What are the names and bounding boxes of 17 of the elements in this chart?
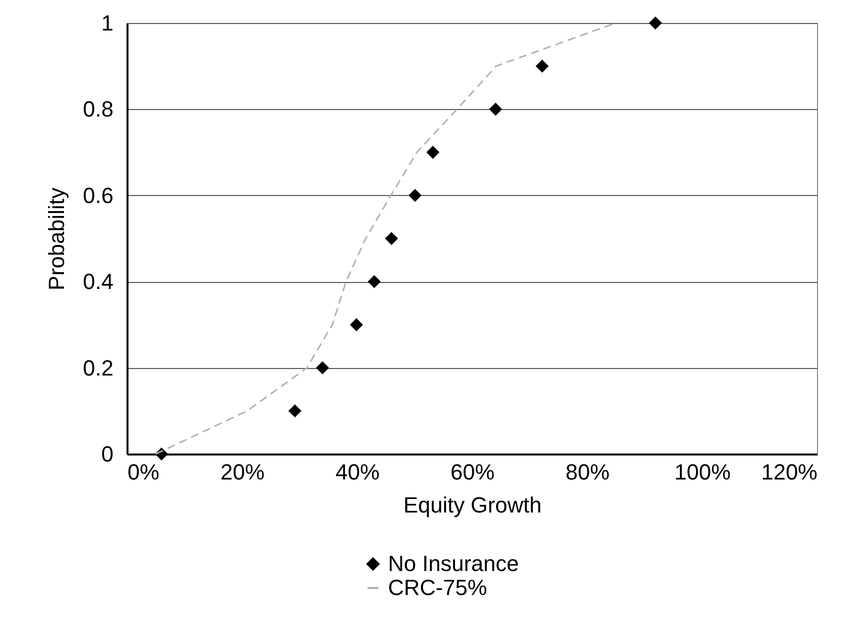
legend-label: CRC-75% [388,575,488,600]
x-tick-label: 0% [128,460,160,484]
x-tick-label: 120% [761,460,818,484]
y-tick-label: 0.2 [82,355,114,380]
x-tick-label: 100% [674,460,731,484]
x-tick-label: 40% [335,460,380,484]
y-tick-label: 0.8 [82,96,114,122]
x-tick-label: 60% [450,460,495,484]
y-axis-title: Probability [44,188,69,290]
y-tick-label: 0 [101,442,114,466]
legend-label: No Insurance [388,551,519,576]
x-tick-label: 20% [220,460,265,484]
y-tick-label: 0.4 [82,269,114,294]
y-tick-label: 0.6 [82,182,114,208]
x-axis-title: Equity Growth [403,492,542,518]
x-tick-label: 80% [565,460,610,484]
y-tick-label: 1 [101,10,114,36]
